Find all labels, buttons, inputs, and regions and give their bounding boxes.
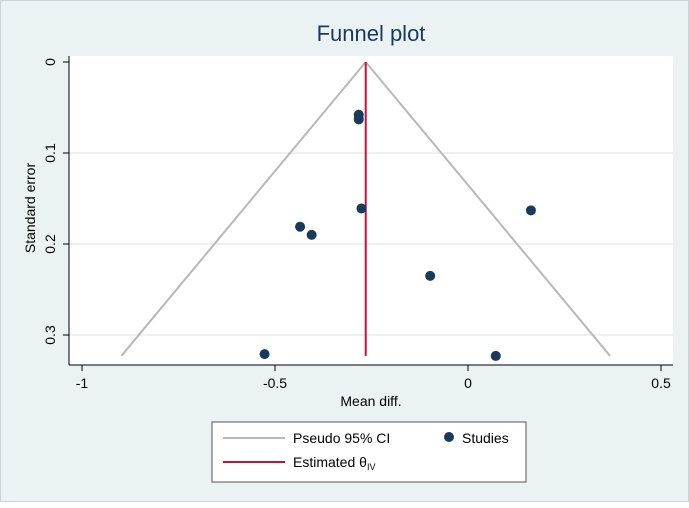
legend-box bbox=[211, 421, 527, 483]
x-axis-ticks: -1 -0.5 0 0.5 bbox=[76, 365, 671, 391]
study-point bbox=[490, 350, 501, 361]
study-point bbox=[295, 221, 306, 232]
x-tick-label: -1 bbox=[76, 375, 89, 391]
chart-title: Funnel plot bbox=[317, 21, 426, 46]
x-tick-label: 0.5 bbox=[651, 375, 671, 391]
study-point bbox=[259, 349, 270, 360]
y-tick-label: 0.1 bbox=[42, 143, 58, 163]
ci-line-left bbox=[120, 61, 367, 357]
pseudo-ci-lines bbox=[120, 61, 611, 357]
legend-studies-swatch bbox=[444, 432, 454, 442]
x-axis-label: Mean diff. bbox=[340, 393, 401, 409]
y-axis-label: Standard error bbox=[22, 163, 38, 254]
study-point bbox=[353, 114, 364, 125]
legend-estimate-main: Estimated θ bbox=[293, 454, 367, 470]
y-tick-label: 0 bbox=[42, 58, 58, 66]
ci-line-right bbox=[364, 61, 611, 357]
legend-ci-label: Pseudo 95% CI bbox=[293, 430, 390, 446]
study-point bbox=[306, 229, 317, 240]
study-point bbox=[525, 205, 536, 216]
plot-area bbox=[69, 56, 673, 365]
legend-estimate-label: Estimated θIV bbox=[293, 454, 375, 472]
y-tick-label: 0.3 bbox=[42, 325, 58, 345]
grid-lines bbox=[69, 152, 673, 336]
legend-studies-label: Studies bbox=[462, 430, 509, 446]
y-axis-ticks: 0 0.1 0.2 0.3 bbox=[42, 58, 69, 345]
legend: Pseudo 95% CI Studies Estimated θIV bbox=[211, 421, 527, 483]
x-tick-label: 0 bbox=[464, 375, 472, 391]
legend-estimate-subscript: IV bbox=[367, 462, 376, 472]
study-point bbox=[425, 270, 436, 281]
study-points bbox=[259, 109, 536, 361]
study-point bbox=[356, 203, 367, 214]
y-tick-label: 0.2 bbox=[42, 234, 58, 254]
x-tick-label: -0.5 bbox=[263, 375, 287, 391]
